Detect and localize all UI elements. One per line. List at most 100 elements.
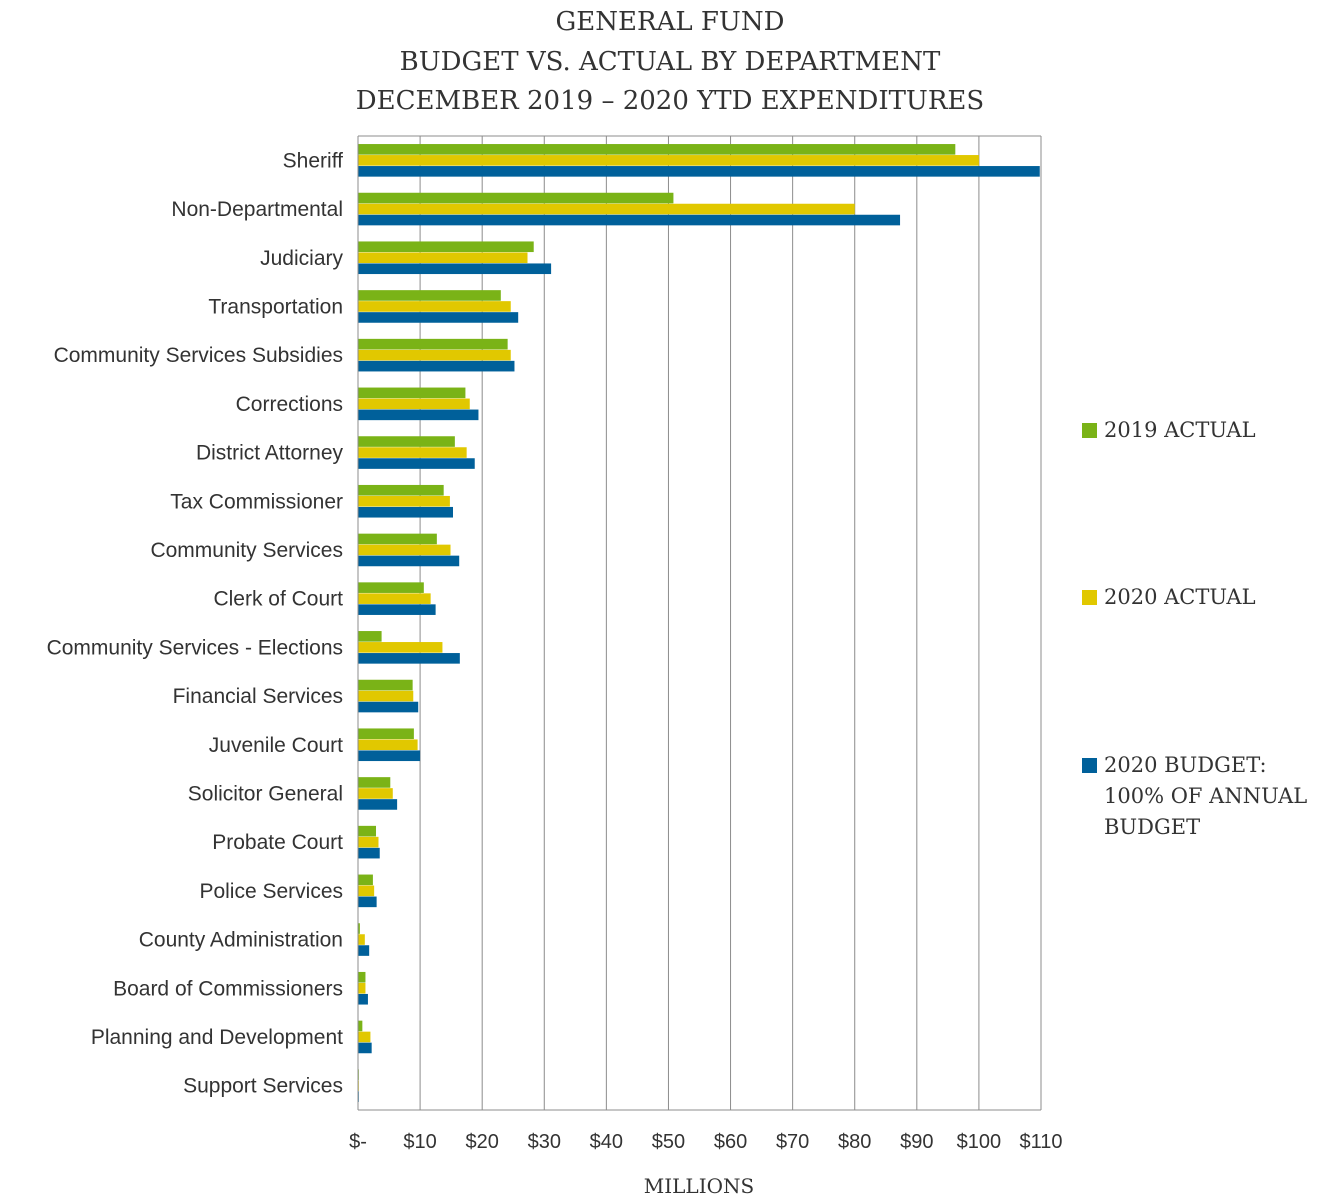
legend-label-2020-actual: 2020 ACTUAL (1104, 585, 1256, 609)
bar-corrections-2020-budget-100-of-annual-budget (358, 409, 479, 421)
gridlines (358, 135, 1042, 1110)
bar-community-services-elections-2020-actual (358, 642, 443, 653)
category-label-transportation: Transportation (208, 295, 343, 318)
bar-tax-commissioner-2020-actual (358, 495, 450, 507)
legend-label-2020-budget-100-of-annual-budget-line-1: 2020 BUDGET: (1104, 753, 1267, 777)
x-tick-label-80: $80 (838, 1131, 871, 1153)
legend-swatch-2019-actual (1082, 423, 1097, 438)
bar-solicitor-general-2019-actual (358, 777, 391, 788)
bar-solicitor-general-2020-actual (358, 788, 393, 799)
category-labels: Sheriff Non-Departmental Judiciary Transpor… (47, 149, 344, 1097)
bar-financial-services-2020-actual (358, 690, 414, 702)
legend-swatch-2020-budget-100-of-annual-budget (1082, 758, 1097, 773)
bar-community-services-2020-budget-100-of-annual-budget (358, 555, 460, 567)
category-label-solicitor-general: Solicitor General (188, 782, 343, 805)
bar-police-services-2020-budget-100-of-annual-budget (358, 896, 377, 908)
bar-district-attorney-2019-actual (358, 436, 455, 447)
bar-probate-court-2019-actual (358, 825, 377, 837)
category-label-board-of-commissioners: Board of Commissioners (113, 977, 343, 1000)
x-axis-title: MILLIONS (644, 1174, 754, 1198)
category-label-non-departmental: Non-Departmental (171, 198, 343, 221)
bar-financial-services-2020-budget-100-of-annual-budget (358, 701, 419, 713)
chart-title: GENERAL FUND BUDGET VS. ACTUAL BY DEPART… (356, 7, 984, 116)
bar-non-departmental-2020-actual (358, 203, 855, 215)
bar-probate-court-2020-actual (358, 836, 379, 848)
bar-county-administration-2019-actual (358, 923, 360, 934)
bar-police-services-2020-actual (358, 885, 375, 897)
x-tick-label-100: $100 (957, 1131, 1002, 1153)
x-tick-label-90: $90 (900, 1131, 933, 1153)
bar-district-attorney-2020-budget-100-of-annual-budget (358, 458, 475, 469)
category-label-sheriff: Sheriff (283, 149, 343, 172)
bar-solicitor-general-2020-budget-100-of-annual-budget (358, 799, 398, 810)
category-label-police-services: Police Services (199, 880, 343, 903)
bar-clerk-of-court-2019-actual (358, 582, 424, 593)
x-tick-label-20: $20 (465, 1131, 498, 1153)
bar-community-services-2019-actual (358, 533, 437, 545)
bar-juvenile-court-2019-actual (358, 728, 414, 740)
bar-planning-and-development-2020-actual (358, 1031, 371, 1043)
category-label-county-administration: County Administration (139, 929, 343, 952)
legend-label-2020-budget-100-of-annual-budget-line-2: 100% OF ANNUAL (1104, 784, 1307, 808)
bars (358, 144, 1040, 1102)
bar-county-administration-2020-budget-100-of-annual-budget (358, 945, 370, 956)
category-label-community-services-elections: Community Services - Elections (47, 636, 343, 659)
bar-sheriff-2019-actual (358, 144, 956, 155)
bar-juvenile-court-2020-budget-100-of-annual-budget (358, 750, 421, 762)
legend-label-2020-budget-100-of-annual-budget-line-3: BUDGET (1104, 815, 1200, 839)
x-tick-labels: $- $10 $20 $30 $40 $50 $60 $70 $80 $90 $100 $110 (349, 1131, 1062, 1153)
category-label-corrections: Corrections (236, 393, 343, 416)
category-label-district-attorney: District Attorney (196, 442, 344, 465)
category-label-planning-and-development: Planning and Development (91, 1026, 343, 1049)
bar-community-services-subsidies-2020-budget-100-of-annual-budget (358, 360, 515, 372)
bar-transportation-2019-actual (358, 290, 501, 301)
legend-swatch-2020-actual (1082, 590, 1097, 605)
bar-board-of-commissioners-2019-actual (358, 971, 366, 983)
bar-transportation-2020-actual (358, 301, 511, 312)
chart-title-line-3: DECEMBER 2019 – 2020 YTD EXPENDITURES (356, 86, 984, 116)
bar-clerk-of-court-2020-actual (358, 593, 431, 604)
bar-juvenile-court-2020-actual (358, 739, 418, 751)
bar-community-services-subsidies-2020-actual (358, 349, 511, 361)
category-label-juvenile-court: Juvenile Court (209, 734, 343, 757)
bar-sheriff-2020-budget-100-of-annual-budget (358, 166, 1040, 177)
category-label-judiciary: Judiciary (260, 247, 343, 270)
bar-police-services-2019-actual (358, 874, 373, 886)
legend-label-2019-actual: 2019 ACTUAL (1104, 418, 1256, 442)
bar-county-administration-2020-actual (358, 934, 365, 945)
bar-judiciary-2019-actual (358, 241, 534, 253)
x-tick-label-60: $60 (714, 1131, 747, 1153)
axes (357, 136, 1041, 1111)
x-tick-label-110: $110 (1019, 1131, 1062, 1153)
bar-clerk-of-court-2020-budget-100-of-annual-budget (358, 604, 436, 615)
category-label-community-services: Community Services (150, 539, 343, 562)
bar-financial-services-2019-actual (358, 679, 413, 691)
bar-community-services-subsidies-2019-actual (358, 338, 508, 350)
category-label-clerk-of-court: Clerk of Court (213, 588, 343, 611)
bar-district-attorney-2020-actual (358, 447, 467, 458)
bar-community-services-2020-actual (358, 544, 451, 556)
bar-probate-court-2020-budget-100-of-annual-budget (358, 847, 380, 859)
x-tick-label-70: $70 (776, 1131, 809, 1153)
x-tick-label-40: $40 (590, 1131, 623, 1153)
category-label-community-services-subsidies: Community Services Subsidies (54, 344, 343, 367)
bar-community-services-elections-2019-actual (358, 631, 382, 642)
bar-board-of-commissioners-2020-actual (358, 982, 366, 994)
bar-planning-and-development-2020-budget-100-of-annual-budget (358, 1042, 372, 1054)
bar-judiciary-2020-actual (358, 252, 528, 264)
bar-judiciary-2020-budget-100-of-annual-budget (358, 263, 552, 275)
category-label-probate-court: Probate Court (212, 831, 343, 854)
bar-community-services-elections-2020-budget-100-of-annual-budget (358, 653, 460, 664)
legend: 2019 ACTUAL 2020 ACTUAL 2020 BUDGET: 100% O… (1082, 418, 1307, 839)
bar-corrections-2019-actual (358, 387, 466, 399)
bar-corrections-2020-actual (358, 398, 470, 410)
bar-non-departmental-2020-budget-100-of-annual-budget (358, 214, 901, 226)
bar-board-of-commissioners-2020-budget-100-of-annual-budget (358, 993, 368, 1005)
chart-title-line-2: BUDGET VS. ACTUAL BY DEPARTMENT (400, 47, 941, 77)
x-tick-label-10: $10 (403, 1131, 436, 1153)
category-label-tax-commissioner: Tax Commissioner (170, 490, 343, 513)
bar-transportation-2020-budget-100-of-annual-budget (358, 312, 519, 323)
chart-title-line-1: GENERAL FUND (556, 7, 785, 37)
x-tick-label-0: $- (349, 1131, 367, 1153)
